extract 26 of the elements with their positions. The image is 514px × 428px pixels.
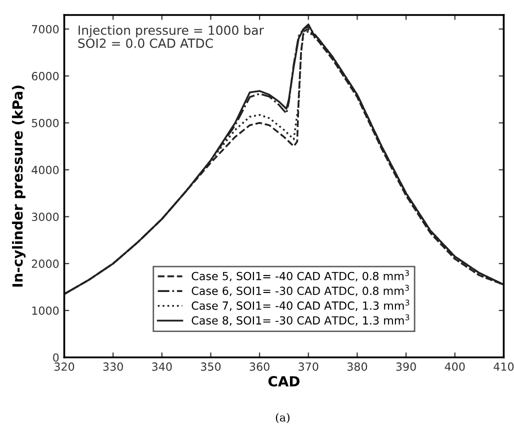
y-tick-label: 7000 <box>32 25 59 34</box>
x-tick-label: 340 <box>152 362 172 371</box>
x-tick-label: 370 <box>298 362 318 371</box>
x-tick-label: 400 <box>444 362 465 371</box>
legend-label: Case 7, SOI1= -40 CAD ATDC, 1.3 mm$^{3}$ <box>192 300 410 311</box>
y-tick-label: 4000 <box>32 166 59 174</box>
x-tick-label: 390 <box>396 362 416 371</box>
legend-label: Case 6, SOI1= -30 CAD ATDC, 0.8 mm$^{3}$ <box>192 284 409 296</box>
y-tick-label: 3000 <box>32 212 59 222</box>
annotation: Injection pressure = 1000 bar SOI2 = 0.0 CAD ATDC <box>78 25 264 48</box>
y-tick-label: 6000 <box>32 72 59 80</box>
y-tick-label: 5000 <box>32 118 59 128</box>
y-axis-title: In-cylinder pressure (kPa) <box>12 86 26 287</box>
y-tick-label: 0 <box>53 353 59 362</box>
y-tick-label: 2000 <box>32 260 59 268</box>
x-tick-label: 380 <box>347 362 368 371</box>
x-tick-label: 410 <box>494 362 514 371</box>
y-tick-label: 1000 <box>32 306 59 315</box>
x-tick-label: 350 <box>200 362 221 371</box>
x-tick-label: 360 <box>250 362 270 371</box>
x-tick-label: 330 <box>103 362 123 371</box>
x-axis-title: CAD <box>268 376 300 387</box>
x-tick-label: 320 <box>54 362 74 371</box>
legend-label: Case 8, SOI1= -30 CAD ATDC, 1.3 mm$^{3}$ <box>192 314 410 326</box>
legend-label: Case 5, SOI1= -40 CAD ATDC, 0.8 mm$^{3}$ <box>192 270 409 282</box>
text: (a) <box>276 412 290 424</box>
